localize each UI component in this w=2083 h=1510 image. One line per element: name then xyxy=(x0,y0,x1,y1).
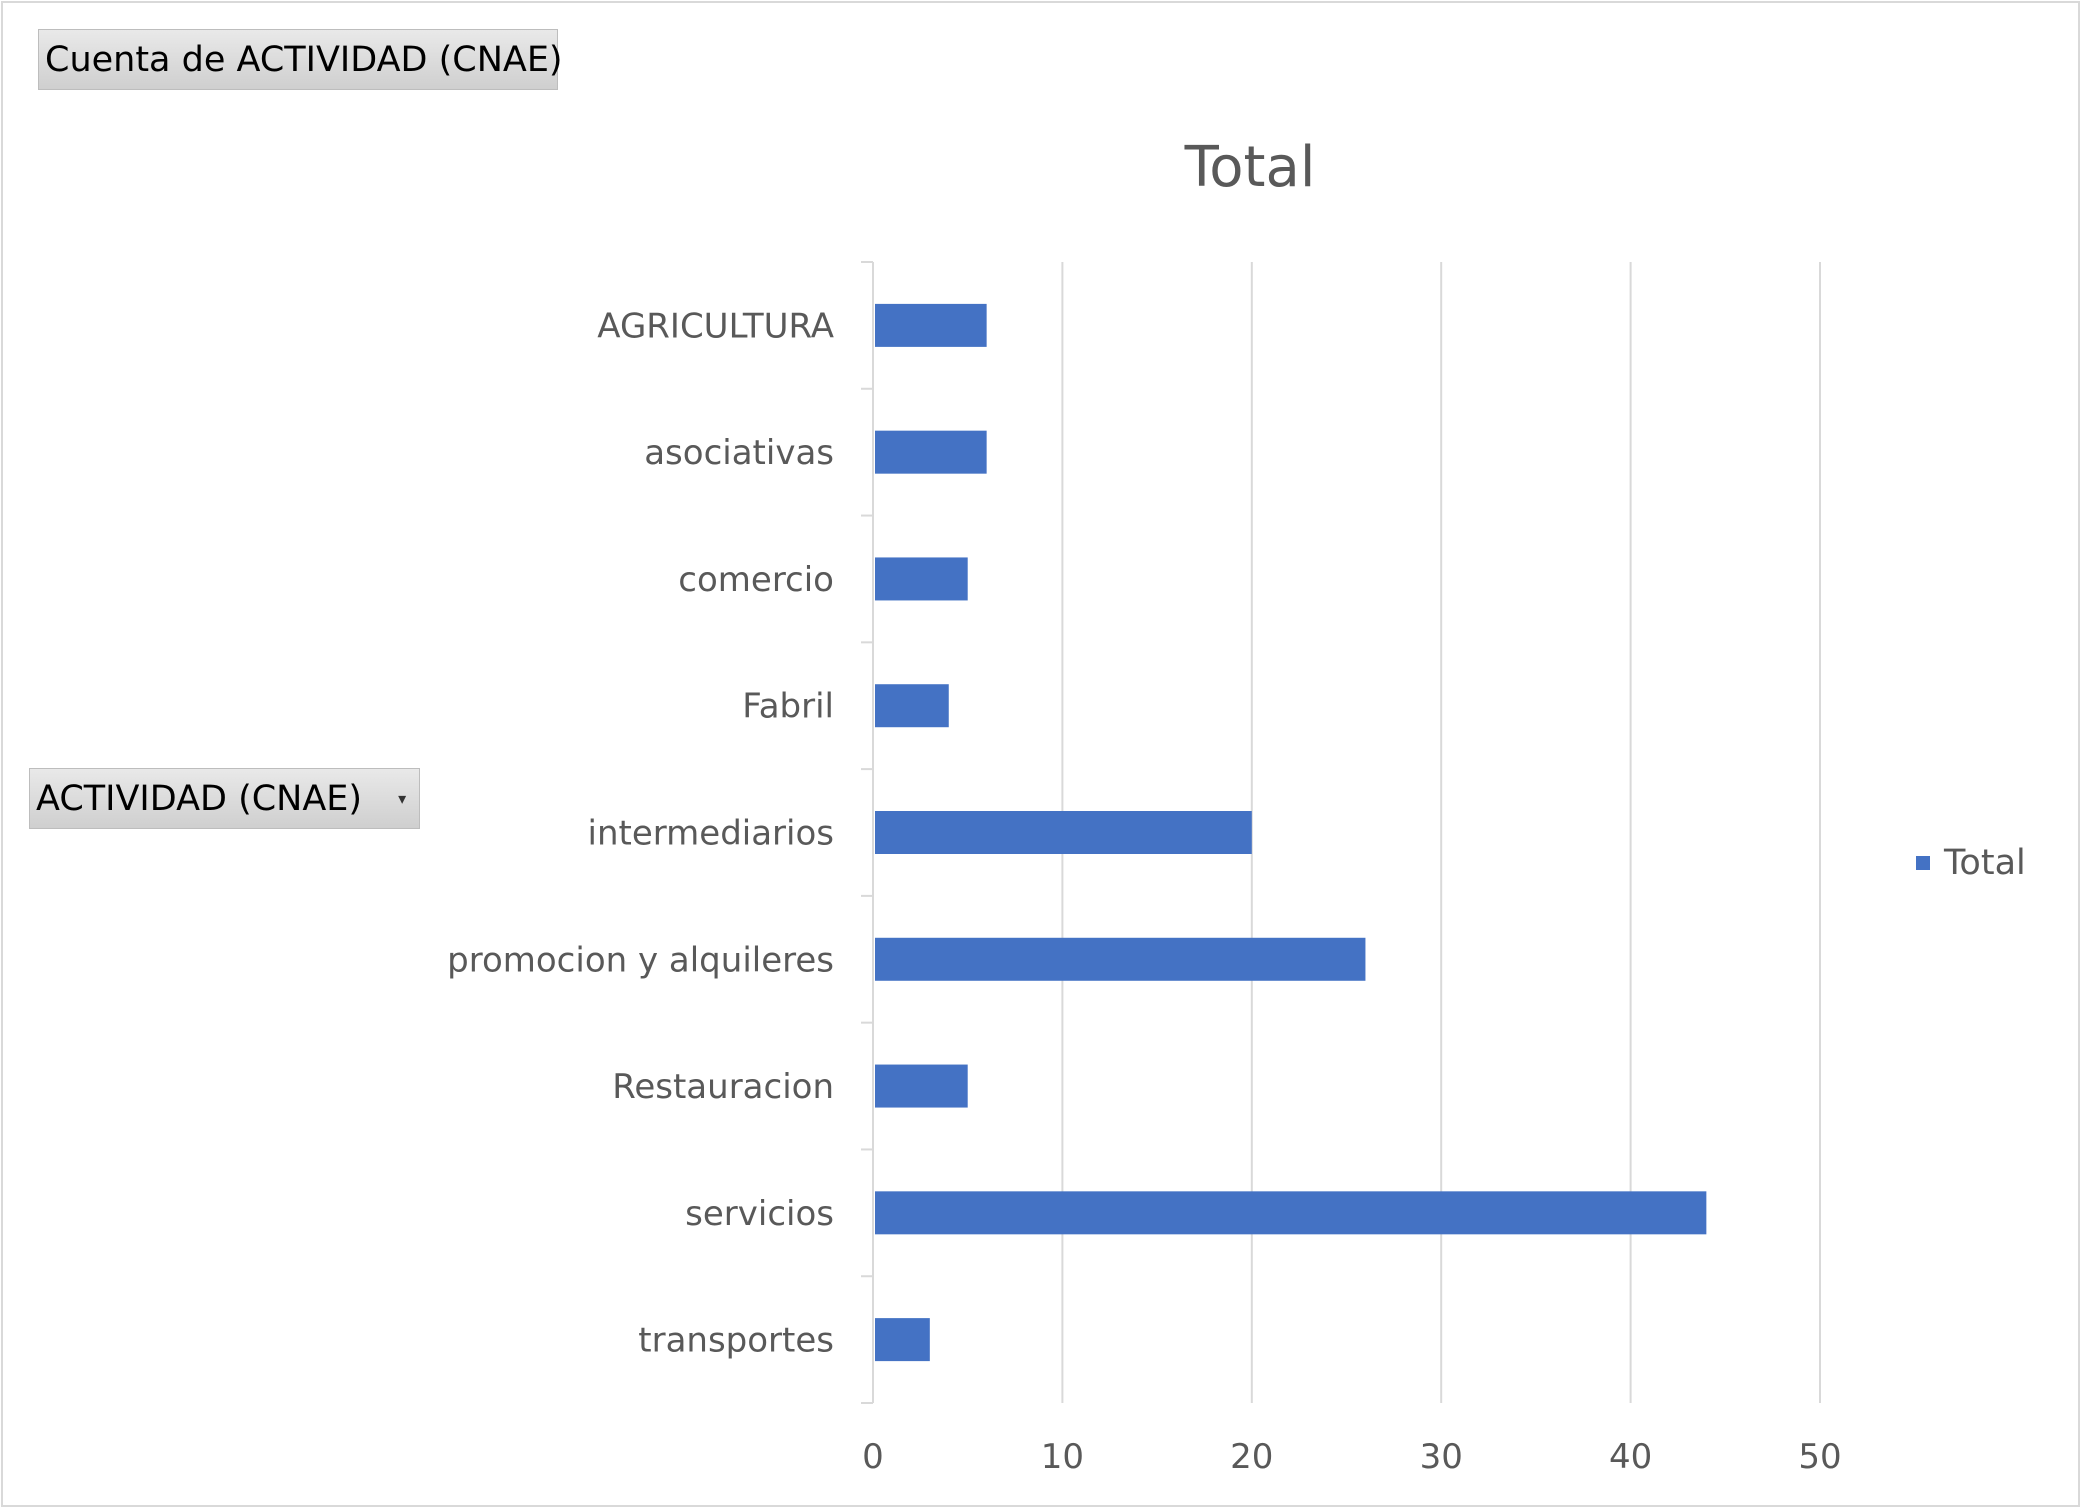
category-labels: AGRICULTURA asociativas comercio Fabril inte… xyxy=(447,306,834,1360)
x-tick-label: 20 xyxy=(1230,1437,1273,1477)
bar[interactable] xyxy=(875,1191,1707,1235)
bar[interactable] xyxy=(875,811,1252,854)
bar[interactable] xyxy=(875,937,1366,981)
bar[interactable] xyxy=(875,1064,968,1108)
bar[interactable] xyxy=(875,303,987,347)
x-tick-label: 50 xyxy=(1798,1437,1841,1477)
legend: Total xyxy=(1916,843,2026,883)
chart-title: Total xyxy=(1184,135,1316,200)
category-label: AGRICULTURA xyxy=(597,306,834,346)
category-label: Restauracion xyxy=(612,1067,834,1107)
bar[interactable] xyxy=(875,557,968,601)
chevron-down-icon[interactable]: ▾ xyxy=(398,789,407,808)
axis-field-button[interactable]: ACTIVIDAD (CNAE) ▾ xyxy=(29,768,420,829)
value-field-button[interactable]: Cuenta de ACTIVIDAD (CNAE) xyxy=(38,29,563,90)
category-label: Fabril xyxy=(742,687,834,727)
x-tick-label: 40 xyxy=(1609,1437,1652,1477)
x-tick-label: 30 xyxy=(1420,1437,1463,1477)
category-label: comercio xyxy=(678,560,834,600)
category-label: promocion y alquileres xyxy=(447,940,834,980)
axis-field-label: ACTIVIDAD (CNAE) xyxy=(36,778,363,819)
category-label: intermediarios xyxy=(588,814,834,854)
legend-label: Total xyxy=(1943,843,2026,883)
x-tick-label: 10 xyxy=(1041,1437,1084,1477)
category-label: servicios xyxy=(685,1194,834,1234)
x-tick-label: 0 xyxy=(862,1437,884,1477)
category-label: asociativas xyxy=(644,433,834,473)
legend-marker xyxy=(1916,856,1930,870)
bar[interactable] xyxy=(875,684,949,728)
bar[interactable] xyxy=(875,430,987,474)
category-label: transportes xyxy=(638,1321,834,1361)
bars xyxy=(875,303,1707,1362)
category-axis xyxy=(861,261,874,1404)
value-tick-labels: 0 10 20 30 40 50 xyxy=(862,1437,1841,1477)
value-field-label: Cuenta de ACTIVIDAD (CNAE) xyxy=(45,39,563,80)
bar[interactable] xyxy=(875,1318,930,1362)
